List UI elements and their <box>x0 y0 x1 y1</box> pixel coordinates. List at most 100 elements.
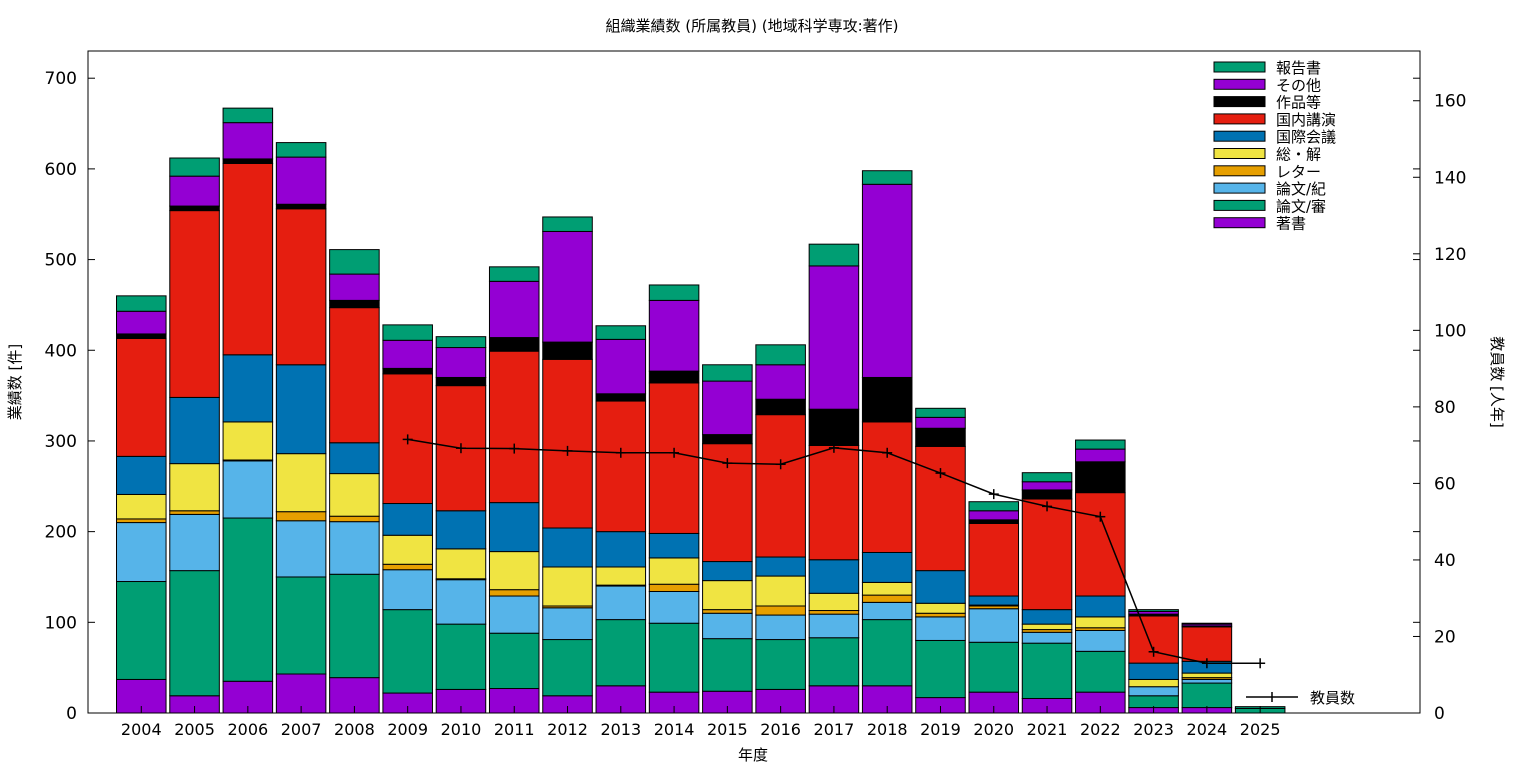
bar-segment <box>915 570 966 604</box>
bar-segment <box>755 398 806 416</box>
bar-segment <box>861 601 913 621</box>
bar-segment <box>329 299 380 309</box>
legend-label: 論文/審 <box>1276 197 1326 215</box>
x-tick-label: 2015 <box>707 720 748 739</box>
legend-swatch <box>1213 182 1266 194</box>
chart-title: 組織業績数 (所属教員) (地域科学専攻:著作) <box>606 17 899 35</box>
bar-segment <box>648 583 700 592</box>
x-tick-label: 2007 <box>281 720 322 739</box>
bar-segment <box>1181 682 1233 709</box>
bar-segment <box>116 333 167 339</box>
bar-segment <box>116 581 167 680</box>
bar-segment <box>329 273 380 301</box>
bar-segment <box>382 339 433 369</box>
bar-segment <box>542 358 593 529</box>
faculty-line <box>402 434 1266 669</box>
bar-segment <box>275 576 327 675</box>
bar-segment <box>808 265 860 410</box>
bar-segment <box>275 453 327 513</box>
bar-segment <box>329 521 380 575</box>
bar-segment <box>222 460 274 519</box>
y-tick-label: 300 <box>45 432 77 452</box>
x-tick-label: 2022 <box>1080 720 1121 739</box>
bar-segment <box>755 364 806 400</box>
bar-segment <box>648 370 700 384</box>
bars <box>116 107 1286 714</box>
bar-segment <box>1181 672 1233 679</box>
bar-segment <box>116 518 167 524</box>
legend-swatch <box>1213 130 1266 142</box>
bar-segment <box>648 557 700 585</box>
bar-segment <box>968 608 1020 643</box>
x-tick-label: 2012 <box>547 720 588 739</box>
bar-segment <box>275 511 327 522</box>
bar-segment <box>915 407 966 418</box>
bar-segment <box>116 522 167 583</box>
bar-segment <box>222 354 274 423</box>
bar-segment <box>222 162 274 356</box>
bar-segment <box>648 590 700 624</box>
bar-segment <box>968 519 1020 524</box>
bar-segment <box>435 623 487 690</box>
bar-segment <box>488 350 540 504</box>
bar-segment <box>1021 472 1073 483</box>
bar-segment <box>861 594 913 603</box>
bar-segment <box>915 612 966 618</box>
bar-segment <box>329 442 380 475</box>
bar-segment <box>275 142 327 158</box>
legend-label: 国際会議 <box>1276 128 1336 146</box>
y2-tick-label: 80 <box>1434 398 1456 418</box>
bar-segment <box>169 396 220 465</box>
bar-segment <box>169 175 220 207</box>
y2-tick-label: 100 <box>1434 321 1466 341</box>
bar-segment <box>968 641 1020 693</box>
bar-segment <box>1128 662 1179 680</box>
bar-segment <box>488 337 540 352</box>
bar-segment <box>702 380 753 436</box>
bar-segment <box>169 463 220 512</box>
y2-tick-label: 140 <box>1434 168 1466 188</box>
bar-segment <box>968 595 1020 606</box>
x-tick-label: 2014 <box>654 720 695 739</box>
bar-segment <box>702 612 753 640</box>
bar-segment <box>382 569 433 611</box>
bar-segment <box>382 324 433 341</box>
bar-segment <box>595 585 647 621</box>
bar-segment <box>648 382 700 534</box>
bar-segment <box>595 338 647 395</box>
bar-segment <box>595 325 647 340</box>
bar-segment <box>808 408 860 446</box>
bar-segment <box>808 637 860 687</box>
x-tick-label: 2021 <box>1027 720 1068 739</box>
x-tick-label: 2020 <box>973 720 1014 739</box>
legend-label: 国内講演 <box>1276 111 1336 129</box>
x-tick-label: 2008 <box>334 720 375 739</box>
legend-swatch <box>1213 113 1266 125</box>
bar-segment <box>755 575 806 607</box>
bar-segment <box>861 421 913 553</box>
y-tick-label: 400 <box>45 341 77 361</box>
bar-segment <box>915 416 966 429</box>
y2-axis-ticks: 0 20 40 60 80 100 120 140 160 <box>1413 92 1466 724</box>
bar-segment <box>808 243 860 267</box>
bar-segment <box>755 605 806 616</box>
bar-segment <box>915 616 966 641</box>
bar-segment <box>169 513 220 572</box>
bar-segment <box>329 249 380 275</box>
bar-segment <box>1181 626 1233 662</box>
bar-segment <box>488 632 540 690</box>
bar-segment <box>755 556 806 577</box>
y2-tick-label: 0 <box>1434 704 1445 724</box>
x-tick-label: 2025 <box>1240 720 1281 739</box>
bar-segment <box>1021 642 1073 699</box>
bar-segment <box>1021 609 1073 625</box>
bar-segment <box>382 563 433 571</box>
legend-swatch <box>1213 61 1266 73</box>
legend-label: 著書 <box>1276 215 1306 233</box>
legend-swatch <box>1213 199 1266 211</box>
bar-segment <box>1021 481 1073 491</box>
bar-segment <box>1181 678 1233 684</box>
bar-segment <box>542 566 593 607</box>
y2-tick-label: 60 <box>1434 474 1456 494</box>
bar-segment <box>702 434 753 445</box>
